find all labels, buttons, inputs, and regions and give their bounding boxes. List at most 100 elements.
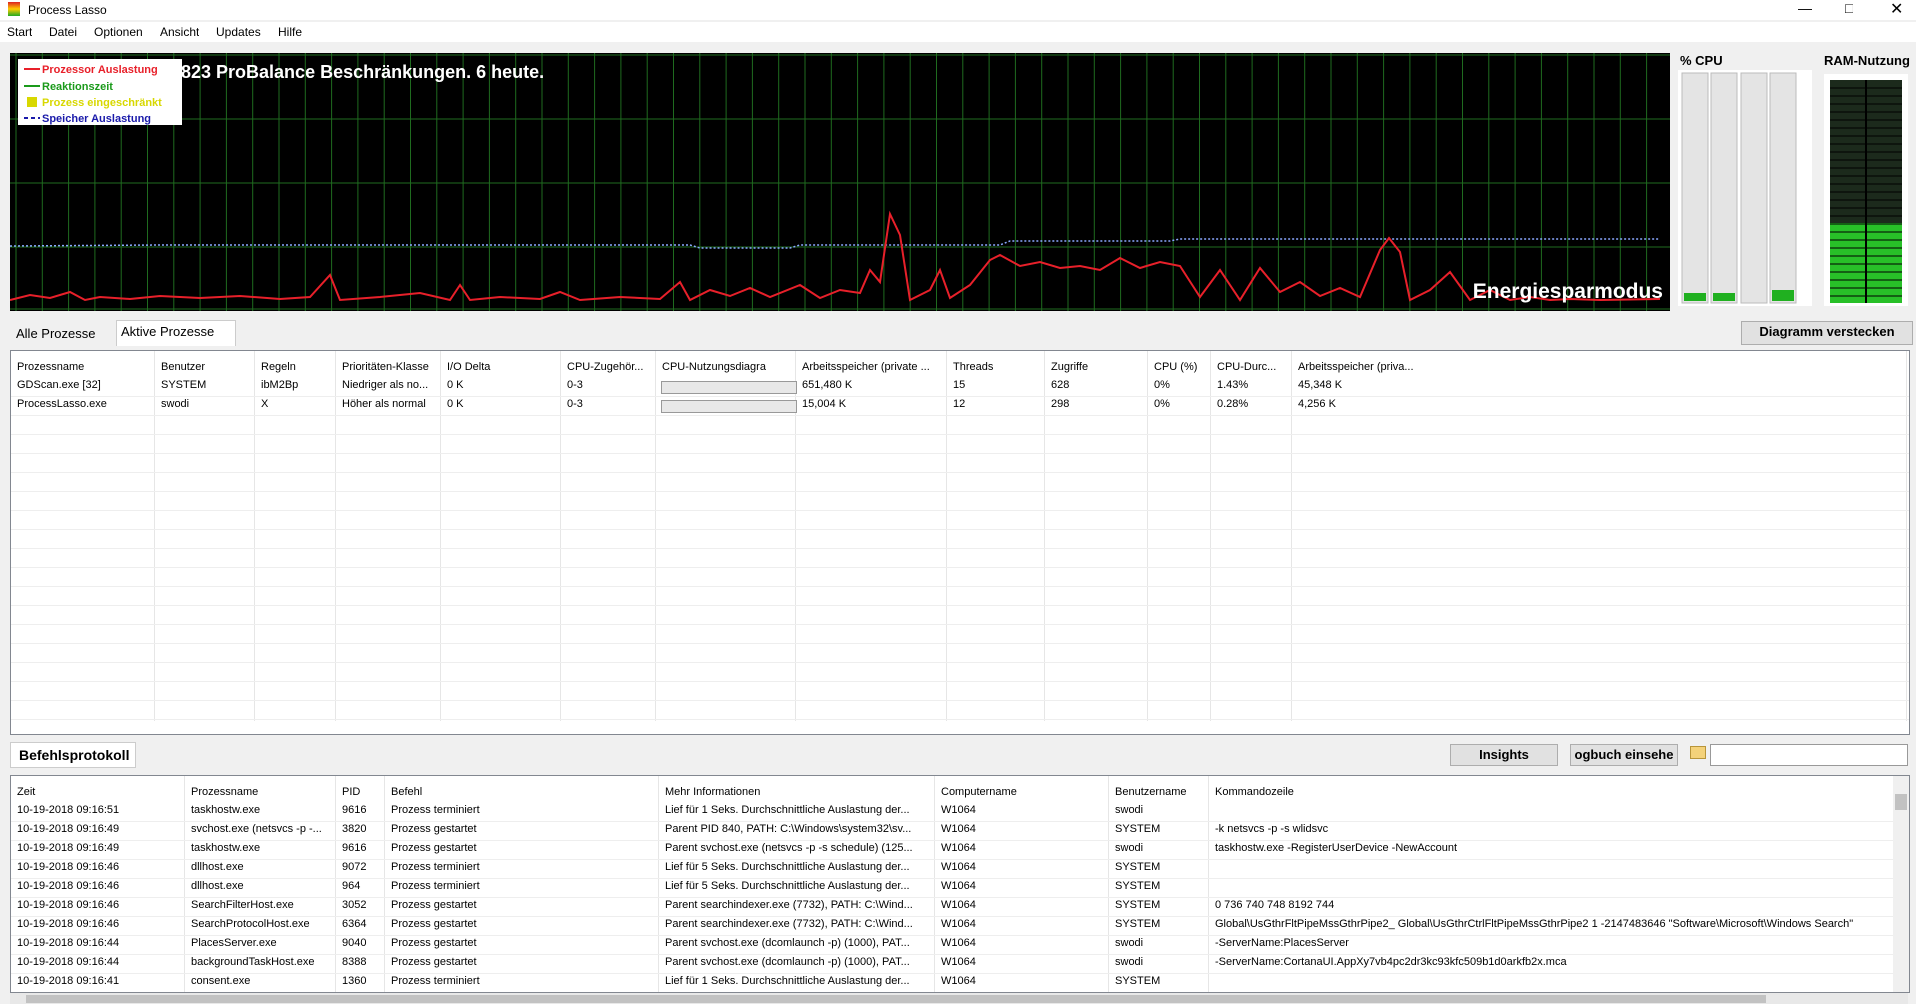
row-line — [11, 973, 1909, 974]
column-divider — [1291, 351, 1292, 721]
cell: 1.43% — [1217, 379, 1249, 391]
cpu-bar — [1681, 72, 1709, 304]
graph: Prozessor Auslastung Reaktionszeit Proze… — [10, 53, 1670, 311]
cell: taskhostw.exe — [191, 804, 261, 816]
cell: 0-3 — [567, 398, 583, 410]
cell: svchost.exe (netsvcs -p -... — [191, 823, 322, 835]
search-box[interactable] — [1710, 744, 1908, 766]
column-divider — [1147, 351, 1148, 721]
cell: W1064 — [941, 918, 976, 930]
cell: taskhostw.exe — [191, 842, 261, 854]
tab-active[interactable]: Aktive Prozesse — [116, 320, 236, 346]
row-line — [11, 529, 1909, 530]
cell: -ServerName:PlacesServer — [1215, 937, 1349, 949]
cell: 3820 — [342, 823, 367, 835]
menu-item[interactable]: Start — [7, 25, 33, 39]
log-title: Befehlsprotokoll — [10, 742, 136, 768]
menu-item[interactable]: Datei — [49, 25, 78, 39]
cell: 10-19-2018 09:16:44 — [17, 956, 120, 968]
cell: 9040 — [342, 937, 367, 949]
cell: -k netsvcs -p -s wlidsvc — [1215, 823, 1329, 835]
cell: Niedriger als no... — [342, 379, 429, 391]
cell: 651,480 K — [802, 379, 853, 391]
folder-icon[interactable] — [1690, 746, 1706, 759]
cell: 628 — [1051, 379, 1070, 391]
column-divider — [795, 351, 796, 721]
cell: W1064 — [941, 861, 976, 873]
tab-row: Alle Prozesse Aktive Prozesse Diagramm v… — [10, 320, 1916, 346]
cell: 4,256 K — [1298, 398, 1336, 410]
cell: W1064 — [941, 975, 976, 987]
menu-bar: Start Datei Optionen Ansicht Updates Hilfe — [0, 22, 1916, 42]
menu-item[interactable]: Optionen — [94, 25, 143, 39]
v-scroll-thumb[interactable] — [1895, 794, 1907, 810]
row-line — [11, 897, 1909, 898]
row-line — [11, 491, 1909, 492]
row-line — [11, 586, 1909, 587]
hide-graph-button[interactable]: Diagramm verstecken — [1741, 321, 1913, 345]
cell: Lief für 5 Seks. Durchschnittliche Ausla… — [665, 880, 910, 892]
cell: Prozess terminiert — [391, 880, 480, 892]
row-line — [11, 434, 1909, 435]
close[interactable]: ✕ — [1890, 1, 1904, 18]
cell: 10-19-2018 09:16:49 — [17, 823, 120, 835]
column-header: Mehr Informationen — [665, 786, 761, 798]
minimize[interactable]: — — [1798, 0, 1812, 16]
cell: Prozess gestartet — [391, 918, 477, 930]
cell: SearchProtocolHost.exe — [191, 918, 310, 930]
meters: % CPU RAM-Nutzung — [1678, 53, 1910, 306]
cell: 10-19-2018 09:16:44 — [17, 937, 120, 949]
window-title: Process Lasso — [28, 3, 107, 17]
cell: Lief für 5 Seks. Durchschnittliche Ausla… — [665, 861, 910, 873]
column-divider — [1210, 351, 1211, 721]
column-divider — [335, 776, 336, 992]
column-header: Benutzer — [161, 361, 206, 373]
cell: 45,348 K — [1298, 379, 1343, 391]
tab[interactable]: Alle Prozesse — [10, 323, 116, 345]
column-header: Regeln — [261, 361, 296, 373]
column-header: CPU-Nutzungsdiagra — [662, 361, 766, 373]
insights-button[interactable]: Insights — [1450, 744, 1558, 766]
cpu-fill — [1684, 293, 1706, 301]
cell: ibM2Bp — [261, 379, 299, 391]
cell: 298 — [1051, 398, 1070, 410]
column-header: PID — [342, 786, 361, 798]
title-bar: Process Lasso — □ ✕ — [0, 0, 1916, 20]
column-header: Kommandozeile — [1215, 786, 1294, 798]
cpu-fill — [1713, 293, 1735, 301]
h-scrollbar[interactable] — [10, 993, 1908, 1004]
cell: 0.28% — [1217, 398, 1249, 410]
menu-item[interactable]: Updates — [216, 25, 261, 39]
cell: swodi — [1115, 842, 1144, 854]
cell: SYSTEM — [1115, 899, 1161, 911]
cell: SearchFilterHost.exe — [191, 899, 294, 911]
cell: Lief für 1 Seks. Durchschnittliche Ausla… — [665, 975, 910, 987]
menu-item[interactable]: Ansicht — [160, 25, 200, 39]
cell: dllhost.exe — [191, 861, 244, 873]
cell: W1064 — [941, 937, 976, 949]
ram-segments — [1830, 80, 1902, 303]
cell: 0-3 — [567, 379, 583, 391]
cell: SYSTEM — [161, 379, 207, 391]
cell: Prozess terminiert — [391, 861, 480, 873]
column-divider — [154, 351, 155, 721]
scroll-thumb[interactable] — [26, 995, 1766, 1003]
cell: SYSTEM — [1115, 918, 1161, 930]
cell: taskhostw.exe -RegisterUserDevice -NewAc… — [1215, 842, 1458, 854]
column-divider — [946, 351, 947, 721]
log-table: Zeit Prozessname PID Befehl Mehr Information… — [10, 775, 1910, 993]
mode-label: Energiesparmodus — [1473, 280, 1663, 303]
menu-item[interactable]: Hilfe — [278, 25, 303, 39]
maximize[interactable]: □ — [1845, 0, 1854, 16]
cpu-line — [10, 210, 1661, 302]
row-line — [11, 624, 1909, 625]
column-header: I/O Delta — [447, 361, 491, 373]
row-line — [11, 396, 1909, 397]
cell: Prozess gestartet — [391, 823, 477, 835]
cell: X — [261, 398, 269, 410]
cell: 1360 — [342, 975, 367, 987]
cell: 10-19-2018 09:16:46 — [17, 899, 120, 911]
app-icon — [8, 2, 20, 16]
v-scrollbar[interactable] — [1893, 776, 1909, 992]
log-button[interactable]: ogbuch einsehe — [1570, 744, 1678, 766]
